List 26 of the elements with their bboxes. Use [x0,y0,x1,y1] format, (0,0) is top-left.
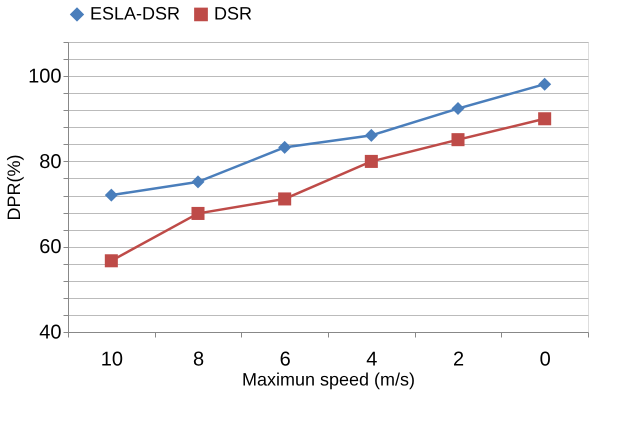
point [104,188,118,202]
x-tick-label: 8 [192,348,204,370]
point [538,112,552,126]
point [104,254,118,268]
x-tick-label: 2 [452,348,464,370]
y-tick-label: 80 [39,150,62,173]
x-tick-label: 6 [280,348,291,370]
point [364,128,378,142]
point [191,175,205,188]
point [364,154,378,168]
point [278,192,292,206]
point [451,102,465,116]
point [191,206,205,220]
y-axis-title: DPR(%) [4,154,24,220]
x-tick-label: 4 [366,348,378,370]
point [538,78,552,91]
legend-label: ESLA-DSR [90,3,180,24]
legend-label: DSR [214,3,252,24]
x-axis-title: Maximun speed (m/s) [242,370,416,390]
point [451,133,465,146]
x-tick-label: 0 [540,348,551,370]
y-tick-label: 60 [39,236,62,258]
point [278,140,292,154]
y-tick-label: 100 [28,66,62,88]
y-tick-label: 40 [39,322,62,344]
x-tick-label: 10 [100,348,123,370]
